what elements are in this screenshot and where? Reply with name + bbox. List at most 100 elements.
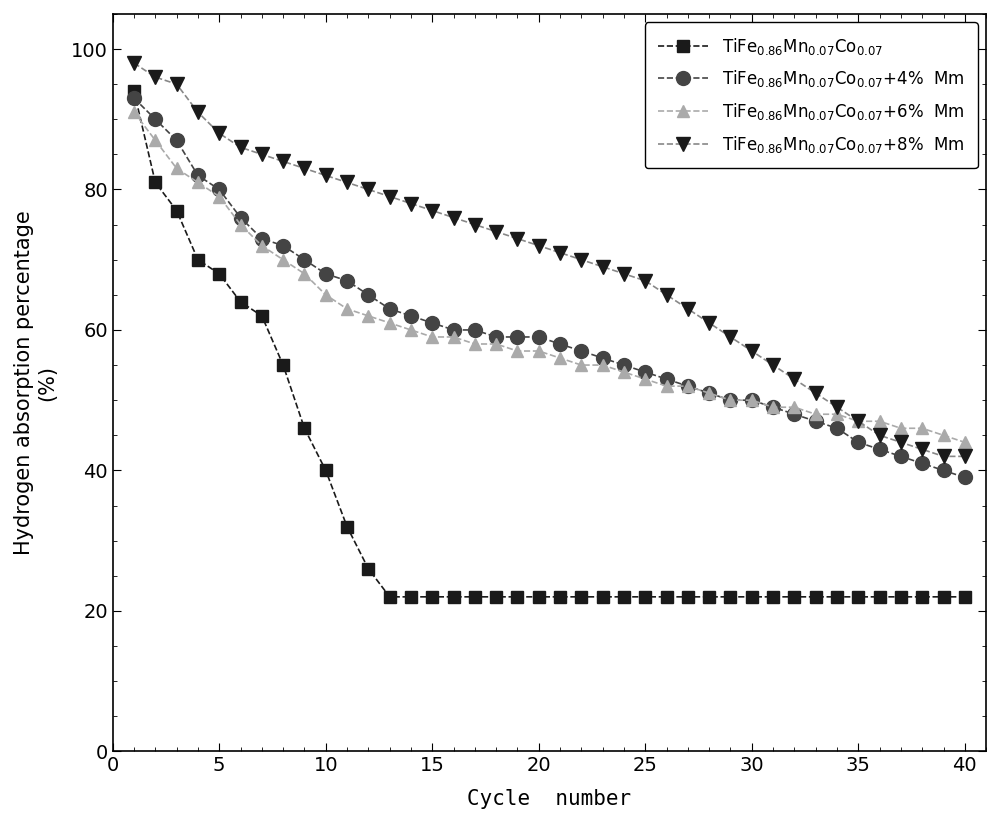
TiFe$_{0.86}$Mn$_{0.07}$Co$_{0.07}$+4%  Mm bbox=[362, 290, 374, 300]
TiFe$_{0.86}$Mn$_{0.07}$Co$_{0.07}$+6%  Mm bbox=[959, 437, 971, 447]
TiFe$_{0.86}$Mn$_{0.07}$Co$_{0.07}$+6%  Mm bbox=[618, 367, 630, 377]
TiFe$_{0.86}$Mn$_{0.07}$Co$_{0.07}$+6%  Mm bbox=[405, 325, 417, 335]
TiFe$_{0.86}$Mn$_{0.07}$Co$_{0.07}$+6%  Mm bbox=[511, 346, 523, 356]
TiFe$_{0.86}$Mn$_{0.07}$Co$_{0.07}$+8%  Mm bbox=[128, 58, 140, 68]
TiFe$_{0.86}$Mn$_{0.07}$Co$_{0.07}$+6%  Mm bbox=[490, 339, 502, 349]
TiFe$_{0.86}$Mn$_{0.07}$Co$_{0.07}$+8%  Mm bbox=[831, 402, 843, 412]
TiFe$_{0.86}$Mn$_{0.07}$Co$_{0.07}$+6%  Mm bbox=[469, 339, 481, 349]
TiFe$_{0.86}$Mn$_{0.07}$Co$_{0.07}$+4%  Mm bbox=[341, 276, 353, 286]
TiFe$_{0.86}$Mn$_{0.07}$Co$_{0.07}$ bbox=[448, 592, 460, 602]
TiFe$_{0.86}$Mn$_{0.07}$Co$_{0.07}$+8%  Mm bbox=[405, 198, 417, 208]
TiFe$_{0.86}$Mn$_{0.07}$Co$_{0.07}$+8%  Mm bbox=[874, 430, 886, 440]
TiFe$_{0.86}$Mn$_{0.07}$Co$_{0.07}$ bbox=[916, 592, 928, 602]
TiFe$_{0.86}$Mn$_{0.07}$Co$_{0.07}$+8%  Mm bbox=[703, 318, 715, 328]
TiFe$_{0.86}$Mn$_{0.07}$Co$_{0.07}$+8%  Mm bbox=[171, 79, 183, 89]
TiFe$_{0.86}$Mn$_{0.07}$Co$_{0.07}$+8%  Mm bbox=[192, 107, 204, 117]
TiFe$_{0.86}$Mn$_{0.07}$Co$_{0.07}$+6%  Mm bbox=[895, 423, 907, 433]
TiFe$_{0.86}$Mn$_{0.07}$Co$_{0.07}$ bbox=[618, 592, 630, 602]
TiFe$_{0.86}$Mn$_{0.07}$Co$_{0.07}$+8%  Mm bbox=[746, 346, 758, 356]
TiFe$_{0.86}$Mn$_{0.07}$Co$_{0.07}$+6%  Mm bbox=[533, 346, 545, 356]
TiFe$_{0.86}$Mn$_{0.07}$Co$_{0.07}$ bbox=[724, 592, 736, 602]
TiFe$_{0.86}$Mn$_{0.07}$Co$_{0.07}$ bbox=[469, 592, 481, 602]
TiFe$_{0.86}$Mn$_{0.07}$Co$_{0.07}$+4%  Mm bbox=[128, 93, 140, 103]
TiFe$_{0.86}$Mn$_{0.07}$Co$_{0.07}$ bbox=[362, 564, 374, 574]
TiFe$_{0.86}$Mn$_{0.07}$Co$_{0.07}$+4%  Mm bbox=[852, 437, 864, 447]
TiFe$_{0.86}$Mn$_{0.07}$Co$_{0.07}$ bbox=[661, 592, 673, 602]
TiFe$_{0.86}$Mn$_{0.07}$Co$_{0.07}$+4%  Mm bbox=[426, 318, 438, 328]
TiFe$_{0.86}$Mn$_{0.07}$Co$_{0.07}$+4%  Mm bbox=[767, 402, 779, 412]
TiFe$_{0.86}$Mn$_{0.07}$Co$_{0.07}$+8%  Mm bbox=[938, 452, 950, 462]
TiFe$_{0.86}$Mn$_{0.07}$Co$_{0.07}$ bbox=[895, 592, 907, 602]
TiFe$_{0.86}$Mn$_{0.07}$Co$_{0.07}$ bbox=[788, 592, 800, 602]
TiFe$_{0.86}$Mn$_{0.07}$Co$_{0.07}$+4%  Mm bbox=[533, 332, 545, 342]
TiFe$_{0.86}$Mn$_{0.07}$Co$_{0.07}$+6%  Mm bbox=[298, 269, 310, 279]
TiFe$_{0.86}$Mn$_{0.07}$Co$_{0.07}$+4%  Mm bbox=[639, 367, 651, 377]
TiFe$_{0.86}$Mn$_{0.07}$Co$_{0.07}$ bbox=[149, 178, 161, 188]
TiFe$_{0.86}$Mn$_{0.07}$Co$_{0.07}$+6%  Mm bbox=[235, 220, 247, 230]
TiFe$_{0.86}$Mn$_{0.07}$Co$_{0.07}$+4%  Mm bbox=[895, 452, 907, 462]
TiFe$_{0.86}$Mn$_{0.07}$Co$_{0.07}$ bbox=[235, 297, 247, 307]
TiFe$_{0.86}$Mn$_{0.07}$Co$_{0.07}$+8%  Mm bbox=[384, 192, 396, 202]
TiFe$_{0.86}$Mn$_{0.07}$Co$_{0.07}$ bbox=[384, 592, 396, 602]
TiFe$_{0.86}$Mn$_{0.07}$Co$_{0.07}$+4%  Mm bbox=[682, 381, 694, 391]
TiFe$_{0.86}$Mn$_{0.07}$Co$_{0.07}$+8%  Mm bbox=[916, 444, 928, 454]
TiFe$_{0.86}$Mn$_{0.07}$Co$_{0.07}$+6%  Mm bbox=[938, 430, 950, 440]
TiFe$_{0.86}$Mn$_{0.07}$Co$_{0.07}$+6%  Mm bbox=[575, 360, 587, 370]
Legend: $\rm TiFe_{0.86}Mn_{0.07}Co_{0.07}$, $\rm TiFe_{0.86}Mn_{0.07}Co_{0.07}$+4%  Mm,: $\rm TiFe_{0.86}Mn_{0.07}Co_{0.07}$, $\r… bbox=[645, 22, 978, 168]
TiFe$_{0.86}$Mn$_{0.07}$Co$_{0.07}$+6%  Mm bbox=[554, 353, 566, 363]
TiFe$_{0.86}$Mn$_{0.07}$Co$_{0.07}$ bbox=[277, 360, 289, 370]
TiFe$_{0.86}$Mn$_{0.07}$Co$_{0.07}$+8%  Mm bbox=[682, 304, 694, 314]
TiFe$_{0.86}$Mn$_{0.07}$Co$_{0.07}$+4%  Mm bbox=[938, 466, 950, 476]
TiFe$_{0.86}$Mn$_{0.07}$Co$_{0.07}$+4%  Mm bbox=[405, 311, 417, 321]
TiFe$_{0.86}$Mn$_{0.07}$Co$_{0.07}$ bbox=[831, 592, 843, 602]
TiFe$_{0.86}$Mn$_{0.07}$Co$_{0.07}$+4%  Mm bbox=[171, 135, 183, 145]
TiFe$_{0.86}$Mn$_{0.07}$Co$_{0.07}$+8%  Mm bbox=[639, 276, 651, 286]
TiFe$_{0.86}$Mn$_{0.07}$Co$_{0.07}$+6%  Mm bbox=[277, 255, 289, 265]
TiFe$_{0.86}$Mn$_{0.07}$Co$_{0.07}$ bbox=[511, 592, 523, 602]
TiFe$_{0.86}$Mn$_{0.07}$Co$_{0.07}$+4%  Mm bbox=[959, 472, 971, 482]
TiFe$_{0.86}$Mn$_{0.07}$Co$_{0.07}$+4%  Mm bbox=[554, 339, 566, 349]
TiFe$_{0.86}$Mn$_{0.07}$Co$_{0.07}$+6%  Mm bbox=[426, 332, 438, 342]
TiFe$_{0.86}$Mn$_{0.07}$Co$_{0.07}$ bbox=[938, 592, 950, 602]
TiFe$_{0.86}$Mn$_{0.07}$Co$_{0.07}$+4%  Mm bbox=[874, 444, 886, 454]
TiFe$_{0.86}$Mn$_{0.07}$Co$_{0.07}$ bbox=[767, 592, 779, 602]
TiFe$_{0.86}$Mn$_{0.07}$Co$_{0.07}$+4%  Mm bbox=[661, 374, 673, 384]
TiFe$_{0.86}$Mn$_{0.07}$Co$_{0.07}$+4%  Mm bbox=[256, 234, 268, 244]
X-axis label: Cycle  number: Cycle number bbox=[467, 789, 631, 809]
TiFe$_{0.86}$Mn$_{0.07}$Co$_{0.07}$+4%  Mm bbox=[213, 184, 225, 194]
TiFe$_{0.86}$Mn$_{0.07}$Co$_{0.07}$ bbox=[256, 311, 268, 321]
TiFe$_{0.86}$Mn$_{0.07}$Co$_{0.07}$ bbox=[810, 592, 822, 602]
TiFe$_{0.86}$Mn$_{0.07}$Co$_{0.07}$+8%  Mm bbox=[511, 234, 523, 244]
TiFe$_{0.86}$Mn$_{0.07}$Co$_{0.07}$ bbox=[426, 592, 438, 602]
TiFe$_{0.86}$Mn$_{0.07}$Co$_{0.07}$+4%  Mm bbox=[320, 269, 332, 279]
TiFe$_{0.86}$Mn$_{0.07}$Co$_{0.07}$+6%  Mm bbox=[597, 360, 609, 370]
TiFe$_{0.86}$Mn$_{0.07}$Co$_{0.07}$ bbox=[874, 592, 886, 602]
TiFe$_{0.86}$Mn$_{0.07}$Co$_{0.07}$+4%  Mm bbox=[469, 325, 481, 335]
TiFe$_{0.86}$Mn$_{0.07}$Co$_{0.07}$+8%  Mm bbox=[320, 170, 332, 180]
TiFe$_{0.86}$Mn$_{0.07}$Co$_{0.07}$ bbox=[320, 466, 332, 476]
TiFe$_{0.86}$Mn$_{0.07}$Co$_{0.07}$ bbox=[490, 592, 502, 602]
TiFe$_{0.86}$Mn$_{0.07}$Co$_{0.07}$ bbox=[533, 592, 545, 602]
TiFe$_{0.86}$Mn$_{0.07}$Co$_{0.07}$+4%  Mm bbox=[831, 423, 843, 433]
TiFe$_{0.86}$Mn$_{0.07}$Co$_{0.07}$+6%  Mm bbox=[341, 304, 353, 314]
TiFe$_{0.86}$Mn$_{0.07}$Co$_{0.07}$+8%  Mm bbox=[256, 150, 268, 160]
TiFe$_{0.86}$Mn$_{0.07}$Co$_{0.07}$+8%  Mm bbox=[767, 360, 779, 370]
TiFe$_{0.86}$Mn$_{0.07}$Co$_{0.07}$+6%  Mm bbox=[171, 164, 183, 174]
TiFe$_{0.86}$Mn$_{0.07}$Co$_{0.07}$+8%  Mm bbox=[426, 206, 438, 216]
TiFe$_{0.86}$Mn$_{0.07}$Co$_{0.07}$+6%  Mm bbox=[384, 318, 396, 328]
TiFe$_{0.86}$Mn$_{0.07}$Co$_{0.07}$+6%  Mm bbox=[213, 192, 225, 202]
Line: TiFe$_{0.86}$Mn$_{0.07}$Co$_{0.07}$+4%  Mm: TiFe$_{0.86}$Mn$_{0.07}$Co$_{0.07}$+4% M… bbox=[127, 91, 972, 485]
TiFe$_{0.86}$Mn$_{0.07}$Co$_{0.07}$+8%  Mm bbox=[362, 184, 374, 194]
TiFe$_{0.86}$Mn$_{0.07}$Co$_{0.07}$+6%  Mm bbox=[810, 409, 822, 419]
TiFe$_{0.86}$Mn$_{0.07}$Co$_{0.07}$+6%  Mm bbox=[320, 290, 332, 300]
TiFe$_{0.86}$Mn$_{0.07}$Co$_{0.07}$+8%  Mm bbox=[448, 212, 460, 222]
TiFe$_{0.86}$Mn$_{0.07}$Co$_{0.07}$+4%  Mm bbox=[235, 212, 247, 222]
Line: TiFe$_{0.86}$Mn$_{0.07}$Co$_{0.07}$+8%  Mm: TiFe$_{0.86}$Mn$_{0.07}$Co$_{0.07}$+8% M… bbox=[127, 56, 972, 463]
TiFe$_{0.86}$Mn$_{0.07}$Co$_{0.07}$+4%  Mm bbox=[277, 241, 289, 251]
TiFe$_{0.86}$Mn$_{0.07}$Co$_{0.07}$+8%  Mm bbox=[149, 72, 161, 82]
TiFe$_{0.86}$Mn$_{0.07}$Co$_{0.07}$+6%  Mm bbox=[852, 416, 864, 426]
TiFe$_{0.86}$Mn$_{0.07}$Co$_{0.07}$+4%  Mm bbox=[511, 332, 523, 342]
TiFe$_{0.86}$Mn$_{0.07}$Co$_{0.07}$+6%  Mm bbox=[128, 107, 140, 117]
TiFe$_{0.86}$Mn$_{0.07}$Co$_{0.07}$ bbox=[597, 592, 609, 602]
TiFe$_{0.86}$Mn$_{0.07}$Co$_{0.07}$+8%  Mm bbox=[341, 178, 353, 188]
